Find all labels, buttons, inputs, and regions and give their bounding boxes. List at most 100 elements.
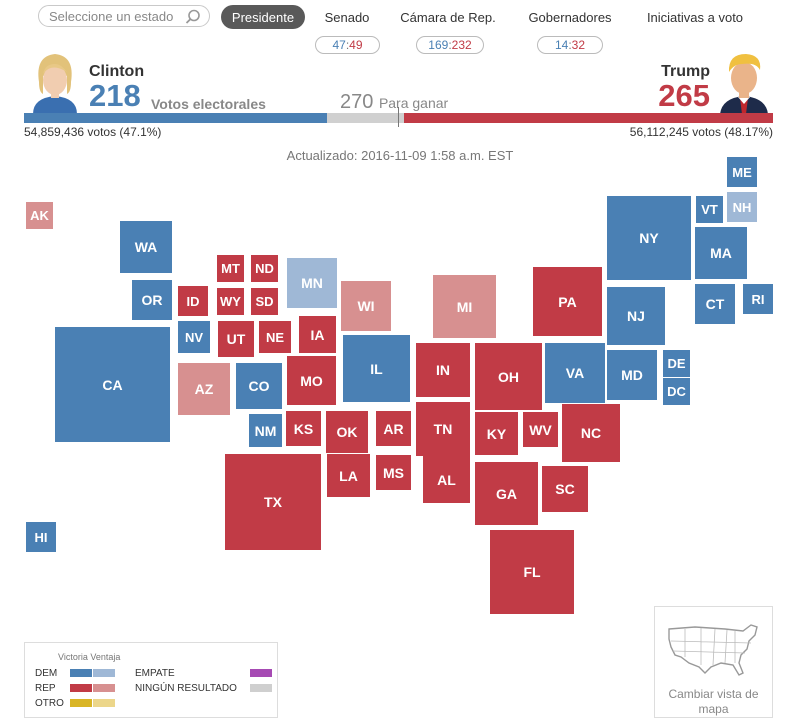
legend-other-win-swatch [70,699,92,707]
dem-popular-votes: 54,859,436 votos (47.1%) [24,125,162,139]
state-tile-ms[interactable]: MS [376,455,411,490]
electoral-votes-label: Votos electorales [151,96,266,112]
state-tile-ut[interactable]: UT [218,321,254,357]
state-tile-pa[interactable]: PA [533,267,602,336]
legend-none-swatch [250,684,272,692]
gobernadores-dem-count: 14 [554,38,569,52]
legend-dem-win-swatch [70,669,92,677]
state-tile-vt[interactable]: VT [696,196,723,223]
state-tile-ks[interactable]: KS [286,411,321,446]
tally-separator: : [568,38,572,52]
state-tile-nm[interactable]: NM [249,414,282,447]
state-tile-ok[interactable]: OK [326,411,368,453]
map-view-toggle-label: Cambiar vista de mapa [668,687,759,716]
state-tile-fl[interactable]: FL [490,530,574,614]
270-marker [398,107,399,127]
tab-gobernadores[interactable]: Gobernadores [528,9,612,25]
legend-dem-lead-swatch [93,669,115,677]
state-tile-mo[interactable]: MO [287,356,336,405]
state-tile-ma[interactable]: MA [695,227,747,279]
state-tile-nj[interactable]: NJ [607,287,665,345]
state-tile-il[interactable]: IL [343,335,410,402]
state-tile-az[interactable]: AZ [178,363,230,415]
state-tile-dc[interactable]: DC [663,378,690,405]
state-tile-ne[interactable]: NE [259,321,291,353]
state-tile-co[interactable]: CO [236,363,282,409]
dem-candidate-name: Clinton [89,63,145,80]
state-tile-tx[interactable]: TX [225,454,321,550]
state-search[interactable] [38,5,210,27]
state-search-input[interactable] [47,7,187,25]
legend-other-lead-swatch [93,699,115,707]
legend-rep-win-swatch [70,684,92,692]
tab-iniciativas[interactable]: Iniciativas a voto [646,9,744,25]
legend-rep-lead-swatch [93,684,115,692]
state-tile-va[interactable]: VA [545,343,605,403]
state-tile-or[interactable]: OR [132,280,172,320]
tally-separator: : [448,38,452,52]
state-tile-hi[interactable]: HI [26,522,56,552]
dem-bar-fill [24,113,327,123]
state-tile-al[interactable]: AL [423,456,470,503]
state-tile-nc[interactable]: NC [562,404,620,462]
tab-senado[interactable]: Senado [324,9,370,25]
state-tile-nh[interactable]: NH [727,192,757,222]
search-icon[interactable] [185,9,201,25]
state-tile-oh[interactable]: OH [475,343,542,410]
state-tile-nd[interactable]: ND [251,255,278,282]
trump-avatar [716,46,772,114]
camara-rep-count: 232 [451,38,472,52]
state-tile-me[interactable]: ME [727,157,757,187]
camara-dem-count: 169 [428,38,449,52]
tab-presidente[interactable]: Presidente [221,5,305,29]
state-tile-ct[interactable]: CT [695,284,735,324]
state-tile-sc[interactable]: SC [542,466,588,512]
state-tile-la[interactable]: LA [327,454,370,497]
state-tile-ak[interactable]: AK [26,202,53,229]
map-legend: Victoria Ventaja DEM REP OTRO EMPATE NIN… [24,642,278,718]
state-tile-sd[interactable]: SD [251,288,278,315]
state-tile-mt[interactable]: MT [217,255,244,282]
rep-candidate-name: Trump [661,63,710,80]
state-tile-mn[interactable]: MN [287,258,337,308]
state-tile-de[interactable]: DE [663,350,690,377]
to-win-label: Para ganar [378,95,449,111]
senado-rep-count: 49 [349,38,363,52]
state-tile-ia[interactable]: IA [299,316,336,353]
gobernadores-rep-count: 32 [571,38,586,52]
state-tile-ga[interactable]: GA [475,462,538,525]
camara-tally: 169:232 [416,36,484,54]
state-tile-in[interactable]: IN [416,343,470,397]
state-tile-wi[interactable]: WI [341,281,391,331]
rep-bar-fill [404,113,773,123]
state-tile-ny[interactable]: NY [607,196,691,280]
state-tile-id[interactable]: ID [178,286,208,316]
map-view-toggle-button[interactable]: Cambiar vista de mapa [654,606,773,718]
state-tile-wv[interactable]: WV [523,412,558,447]
legend-none-label: NINGÚN RESULTADO [135,683,237,694]
dem-electoral-votes: 218 [89,78,141,113]
gobernadores-tally: 14:32 [537,36,603,54]
tally-separator: : [345,38,350,52]
clinton-avatar [27,46,83,114]
legend-header: Victoria Ventaja [58,652,121,662]
state-tile-md[interactable]: MD [607,350,657,400]
state-tile-ar[interactable]: AR [376,411,411,446]
to-win-number: 270 [340,91,374,113]
legend-tie-label: EMPATE [135,668,175,679]
electoral-vote-bar [24,107,773,127]
us-map-icon [668,624,758,676]
legend-tie-swatch [250,669,272,677]
state-tile-wa[interactable]: WA [120,221,172,273]
state-tile-tn[interactable]: TN [416,402,470,456]
tab-camara[interactable]: Cámara de Rep. [400,9,496,25]
state-tile-ky[interactable]: KY [475,412,518,455]
state-tile-ri[interactable]: RI [743,284,773,314]
updated-timestamp: Actualizado: 2016-11-09 1:58 a.m. EST [286,148,514,163]
state-tile-wy[interactable]: WY [217,288,244,315]
state-tile-nv[interactable]: NV [178,321,210,353]
legend-rep-label: REP [35,683,56,694]
state-tile-mi[interactable]: MI [433,275,496,338]
rep-electoral-votes: 265 [658,78,710,113]
state-tile-ca[interactable]: CA [55,327,170,442]
